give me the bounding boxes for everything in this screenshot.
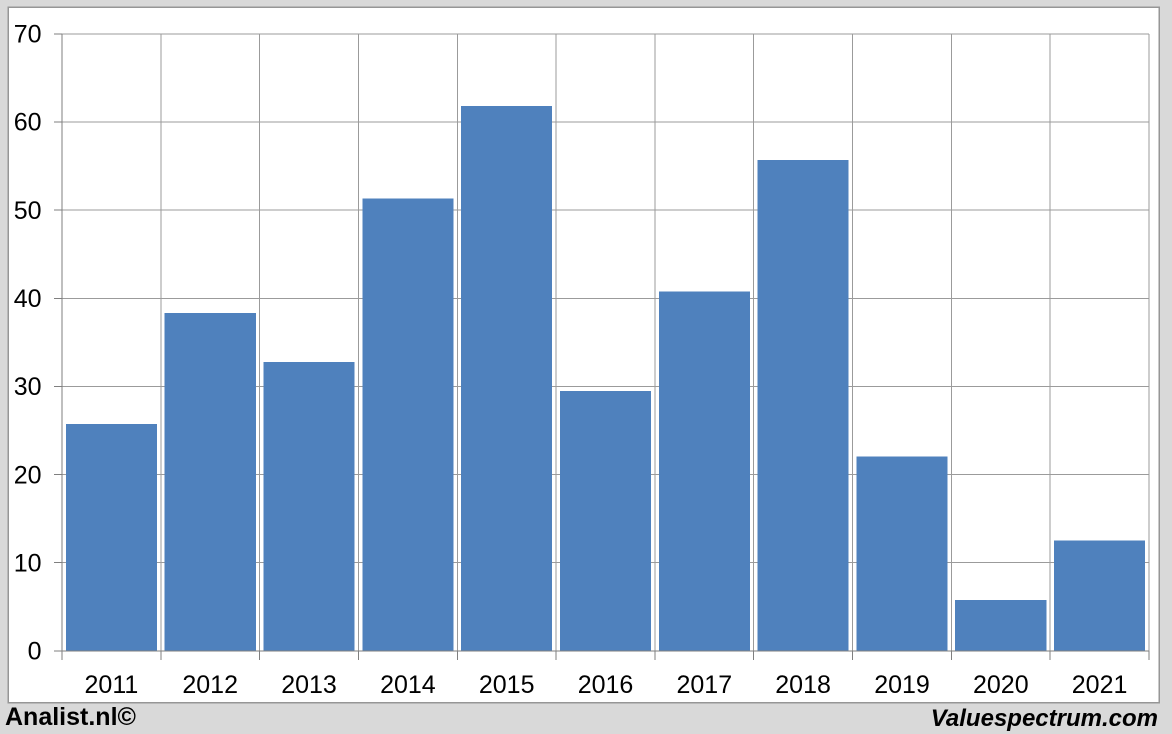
svg-text:70: 70 (14, 21, 42, 49)
svg-text:2014: 2014 (380, 671, 436, 699)
svg-text:2017: 2017 (676, 671, 732, 699)
svg-text:2011: 2011 (85, 671, 139, 699)
svg-text:2012: 2012 (182, 671, 238, 699)
svg-text:2019: 2019 (874, 671, 930, 699)
svg-text:2021: 2021 (1072, 671, 1128, 699)
svg-text:2018: 2018 (775, 671, 831, 699)
svg-text:2016: 2016 (578, 671, 634, 699)
svg-text:Analist.nl©: Analist.nl© (5, 703, 137, 731)
svg-text:10: 10 (14, 549, 42, 577)
svg-text:20: 20 (14, 461, 42, 489)
svg-text:2015: 2015 (479, 671, 535, 699)
svg-text:50: 50 (14, 197, 42, 225)
svg-text:30: 30 (14, 373, 42, 401)
svg-text:2020: 2020 (973, 671, 1029, 699)
svg-text:60: 60 (14, 109, 42, 137)
svg-text:0: 0 (28, 638, 42, 666)
svg-text:Valuespectrum.com: Valuespectrum.com (931, 705, 1158, 732)
svg-text:40: 40 (14, 285, 42, 313)
svg-text:2013: 2013 (281, 671, 337, 699)
